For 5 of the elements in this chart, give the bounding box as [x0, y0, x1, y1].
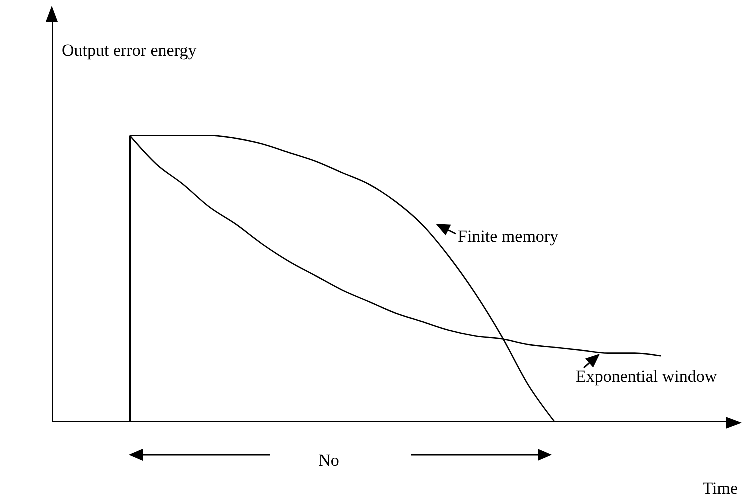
series-label: Exponential window	[576, 367, 718, 386]
y-axis-title: Output error energy	[62, 41, 198, 60]
legend-label: Finite memory	[458, 227, 560, 246]
x-axis-title: Time	[702, 479, 738, 498]
text: No	[318, 451, 340, 470]
